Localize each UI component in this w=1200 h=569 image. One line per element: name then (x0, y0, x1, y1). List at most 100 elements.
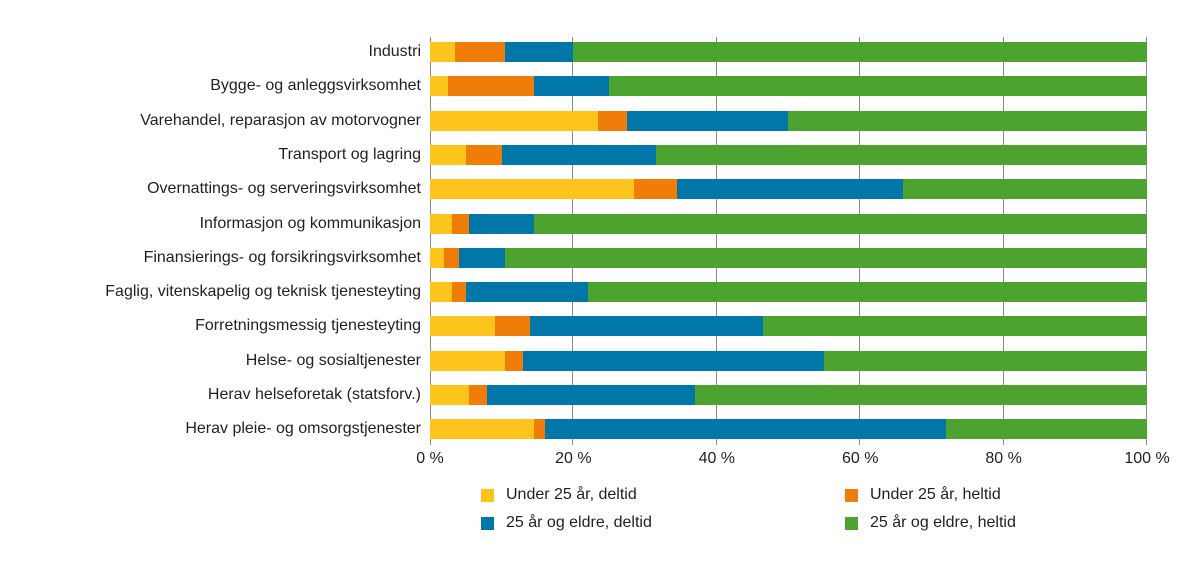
bar-segment-under-25-heltid (465, 144, 502, 165)
bar-segment-under-25-heltid (598, 110, 628, 131)
bar-segment-under-25-deltid (430, 350, 506, 371)
legend-swatch-under-25-heltid (845, 488, 858, 502)
legend-swatch-under-25-deltid (481, 488, 494, 502)
bar-segment-under-25-deltid (430, 385, 470, 405)
gridline-0 (430, 37, 431, 445)
legend-item-25-og-eldre-deltid: 25 år og eldre, deltid (481, 514, 845, 532)
bar-row (430, 316, 1147, 337)
bar-segment-under-25-deltid (430, 42, 456, 62)
bar-segment-25-og-eldre-heltid (788, 110, 1147, 131)
legend-swatch-25-og-eldre-deltid (481, 516, 494, 530)
bar-segment-25-og-eldre-deltid (530, 316, 764, 337)
bar-segment-25-og-eldre-heltid (824, 350, 1147, 371)
bar-segment-under-25-heltid (447, 76, 534, 97)
category-label: Bygge- og anleggsvirksomhet (210, 77, 421, 95)
category-label: Varehandel, reparasjon av motorvogner (140, 111, 421, 129)
category-label: Forretningsmessig tjenesteyting (195, 317, 421, 335)
x-tick-label-40: 40 % (698, 450, 736, 467)
bar-segment-under-25-deltid (430, 282, 452, 303)
bar-row (430, 385, 1147, 405)
bar-segment-25-og-eldre-heltid (763, 316, 1147, 337)
bar-segment-25-og-eldre-deltid (458, 247, 506, 268)
bar-row (430, 213, 1147, 234)
bar-row (430, 247, 1147, 268)
legend-label: Under 25 år, heltid (870, 486, 1001, 503)
bar-segment-under-25-heltid (451, 282, 466, 303)
category-axis: Industri Bygge- og anleggsvirksomhet Vareh… (0, 37, 421, 438)
category-label: Industri (368, 43, 421, 60)
bar-segment-25-og-eldre-heltid (903, 179, 1147, 200)
bar-segment-under-25-heltid (505, 350, 524, 371)
bar-segment-under-25-deltid (430, 110, 599, 131)
bar-segment-25-og-eldre-deltid (465, 282, 588, 303)
category-label: Finansierings- og forsikringsvirksomhet (143, 248, 421, 266)
x-tick-label-0: 0 % (416, 450, 444, 467)
bar-segment-25-og-eldre-heltid (609, 76, 1147, 97)
legend: Under 25 år, deltid Under 25 år, heltid 25… (481, 486, 1016, 532)
bar-segment-under-25-deltid (430, 144, 466, 165)
bar-segment-under-25-heltid (634, 179, 678, 200)
category-label: Herav pleie- og omsorgstjenester (185, 420, 421, 438)
legend-swatch-25-og-eldre-heltid (845, 516, 858, 530)
bar-segment-under-25-deltid (430, 76, 448, 97)
bar-segment-25-og-eldre-heltid (505, 247, 1147, 268)
bar-segment-under-25-deltid (430, 316, 495, 337)
bar-row (430, 282, 1147, 303)
bar-segment-under-25-deltid (430, 419, 534, 440)
bar-row (430, 42, 1147, 62)
bar-segment-25-og-eldre-heltid (655, 144, 1147, 165)
plot-area (430, 37, 1147, 445)
bar-segment-under-25-heltid (455, 42, 506, 62)
bar-row (430, 350, 1147, 371)
legend-label: Under 25 år, deltid (506, 486, 637, 503)
x-tick-label-60: 60 % (841, 450, 879, 467)
gridline-20 (572, 37, 574, 445)
legend-label: 25 år og eldre, heltid (870, 514, 1016, 531)
bar-segment-25-og-eldre-heltid (587, 282, 1147, 303)
bar-segment-25-og-eldre-deltid (677, 179, 904, 200)
bar-segment-under-25-heltid (451, 213, 470, 234)
bar-segment-25-og-eldre-deltid (523, 350, 825, 371)
category-label: Herav helseforetak (statsforv.) (207, 386, 421, 403)
x-tick-label-80: 80 % (985, 450, 1022, 467)
bar-segment-25-og-eldre-heltid (533, 213, 1147, 234)
bar-segment-under-25-heltid (494, 316, 531, 337)
bar-row (430, 144, 1147, 165)
x-axis: 0 % 20 % 40 % 60 % 80 % 100 % (416, 450, 1169, 470)
category-label: Transport og lagring (278, 145, 421, 163)
bar-segment-under-25-heltid (533, 419, 545, 440)
bar-segment-25-og-eldre-deltid (627, 110, 789, 131)
bar-segment-25-og-eldre-deltid (501, 144, 656, 165)
bar-segment-25-og-eldre-deltid (505, 42, 574, 62)
gridline-100 (1146, 37, 1147, 445)
category-label: Helse- og sosialtjenester (245, 351, 421, 369)
bar-row (430, 76, 1147, 97)
bar-segment-25-og-eldre-deltid (487, 385, 696, 405)
bar-segment-under-25-deltid (430, 247, 445, 268)
bar-segment-25-og-eldre-heltid (573, 42, 1147, 62)
gridline-60 (859, 37, 861, 445)
gridline-40 (715, 37, 717, 445)
category-label: Faglig, vitenskapelig og teknisk tjenest… (105, 283, 421, 301)
x-tick-label-100: 100 % (1124, 450, 1170, 467)
category-label: Informasjon og kommunikasjon (199, 214, 421, 232)
gridline-80 (1002, 37, 1004, 445)
bar-segment-25-og-eldre-deltid (533, 76, 610, 97)
legend-item-25-og-eldre-heltid: 25 år og eldre, heltid (845, 514, 1016, 532)
bar-segment-25-og-eldre-heltid (695, 385, 1147, 405)
bar-segment-25-og-eldre-deltid (544, 419, 947, 440)
legend-item-under-25-heltid: Under 25 år, heltid (845, 486, 1016, 504)
bar-segment-under-25-deltid (430, 213, 452, 234)
bar-row (430, 110, 1147, 131)
bar-segment-25-og-eldre-heltid (946, 419, 1147, 440)
x-tick-label-20: 20 % (555, 450, 592, 467)
bar-row (430, 179, 1147, 200)
legend-item-under-25-deltid: Under 25 år, deltid (481, 486, 845, 504)
legend-label: 25 år og eldre, deltid (506, 514, 652, 531)
bar-row (430, 419, 1147, 440)
bar-segment-under-25-heltid (469, 385, 488, 405)
category-label: Overnattings- og serveringsvirksomhet (147, 180, 421, 198)
bar-segment-under-25-deltid (430, 179, 635, 200)
bar-segment-25-og-eldre-deltid (469, 213, 534, 234)
bar-segment-under-25-heltid (444, 247, 459, 268)
